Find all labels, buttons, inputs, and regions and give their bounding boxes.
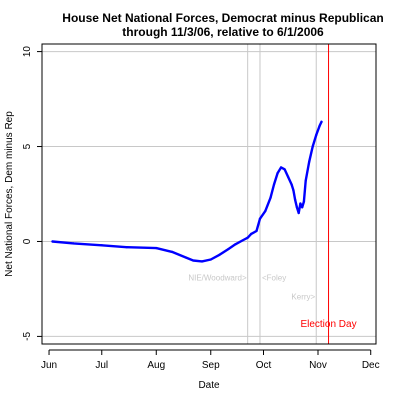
data-point — [250, 232, 253, 235]
x-tick-label: Aug — [147, 360, 165, 371]
data-point — [125, 246, 128, 249]
data-point — [72, 242, 75, 245]
election-day-label: Election Day — [300, 319, 356, 330]
data-point — [302, 200, 306, 203]
data-point — [258, 217, 262, 220]
y-tick-label: 10 — [22, 46, 33, 58]
data-point — [308, 160, 311, 163]
data-point — [301, 206, 304, 209]
x-tick-label: Sep — [202, 360, 220, 371]
y-tick-label: 0 — [22, 238, 33, 244]
data-point — [234, 243, 237, 246]
x-tick-label: Jul — [95, 360, 108, 371]
event-label: <Foley — [262, 273, 286, 282]
data-point — [276, 172, 279, 175]
data-point — [218, 253, 221, 256]
data-point — [227, 247, 230, 251]
data-point — [279, 166, 283, 169]
chart-title-line1: House Net National Forces, Democrat minu… — [62, 11, 383, 25]
data-point — [269, 196, 272, 199]
data-point — [318, 124, 321, 127]
data-point — [295, 206, 298, 209]
axes: -5 0 5 10 Jun Jul Aug Sep Oct Nov Dec — [22, 46, 380, 371]
data-point — [290, 183, 293, 186]
data-point — [170, 250, 174, 254]
data-point — [311, 145, 314, 148]
event-label: Kerry> — [291, 292, 315, 301]
data-point — [246, 236, 249, 239]
x-tick-label: Jun — [41, 360, 57, 371]
data-point — [51, 240, 54, 243]
x-tick-label: Nov — [309, 360, 327, 371]
data-point — [304, 179, 307, 182]
data-point — [209, 258, 212, 261]
series-layer — [51, 120, 323, 263]
chart-title-line2: through 11/3/06, relative to 6/1/2006 — [122, 25, 324, 39]
data-point — [287, 175, 290, 179]
event-lines: NIE/Woodward> <Foley Kerry> Election Day — [188, 44, 357, 344]
data-point — [292, 189, 295, 192]
series-line — [51, 120, 323, 263]
data-point — [283, 168, 286, 171]
x-tick-label: Dec — [362, 360, 380, 371]
plot-frame — [41, 43, 377, 345]
event-label: NIE/Woodward> — [188, 273, 247, 282]
grid — [42, 51, 376, 337]
data-point — [255, 229, 258, 233]
y-tick-label: -5 — [22, 332, 33, 341]
data-point — [200, 260, 204, 263]
data-point — [297, 211, 300, 215]
data-point — [294, 198, 297, 201]
data-point — [315, 134, 318, 137]
data-point — [320, 120, 323, 123]
data-point — [299, 202, 302, 205]
data-point — [192, 259, 195, 262]
data-point — [185, 256, 188, 259]
y-axis-label: Net National Forces, Dem minus Rep — [4, 111, 15, 277]
y-tick-label: 5 — [22, 143, 33, 149]
x-axis-label: Date — [198, 380, 220, 391]
x-tick-label: Oct — [256, 360, 272, 371]
data-point — [155, 247, 158, 250]
data-point — [241, 239, 244, 242]
data-point — [100, 244, 103, 247]
data-point — [272, 183, 276, 186]
data-point — [264, 209, 267, 213]
